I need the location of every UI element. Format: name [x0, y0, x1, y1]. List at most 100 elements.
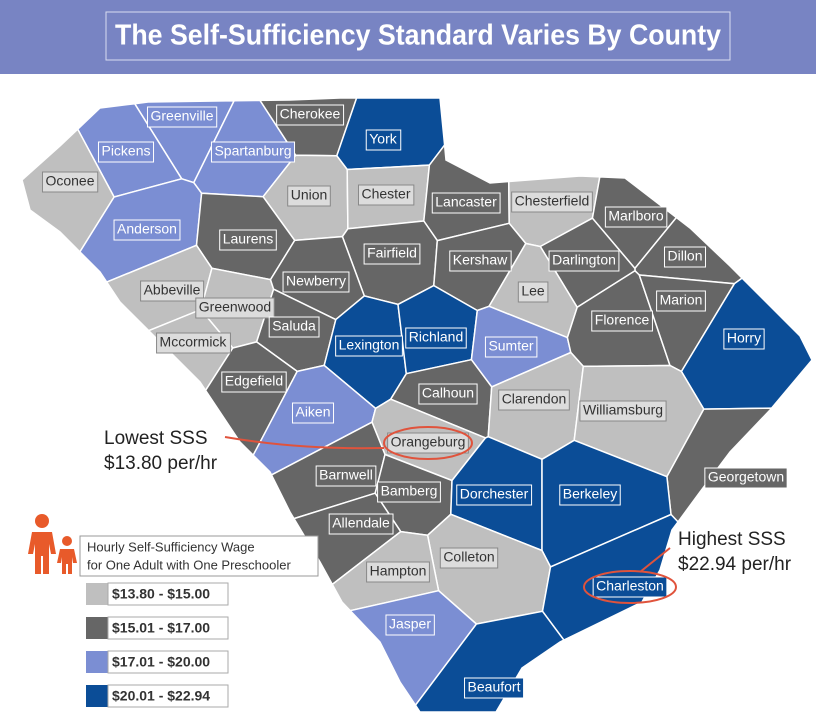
- legend-label: $13.80 - $15.00: [112, 586, 210, 602]
- county-label: Barnwell: [319, 467, 373, 483]
- county-label-box: [484, 336, 538, 358]
- county-label: Marion: [660, 292, 703, 308]
- county-label-box: [439, 547, 499, 569]
- county-label-box: [579, 400, 667, 422]
- county-label: Darlington: [552, 252, 616, 268]
- county-label-box: [328, 513, 394, 535]
- county-label-box: [405, 327, 467, 349]
- annotation-label: Highest SSS: [678, 529, 786, 550]
- county-label: Beaufort: [468, 679, 521, 695]
- county-label: Calhoun: [422, 385, 474, 401]
- county-label: Charleston: [596, 578, 664, 594]
- legend-swatch: [86, 617, 108, 639]
- county-label-box: [97, 141, 155, 163]
- county-label: Horry: [727, 330, 761, 346]
- legend-swatch: [86, 651, 108, 673]
- county-label: Union: [291, 187, 328, 203]
- county-label: Colleton: [443, 549, 494, 565]
- legend-label: $20.01 - $22.94: [112, 688, 210, 704]
- county-label-box: [604, 206, 668, 228]
- county-label-box: [41, 171, 99, 193]
- county-label-box: [357, 184, 415, 206]
- family-icon: [28, 514, 77, 574]
- county-label-box: [291, 402, 335, 424]
- county-label: Dorchester: [460, 486, 529, 502]
- legend: Hourly Self-Sufficiency Wage for One Adu…: [28, 514, 319, 708]
- county-label-box: [591, 310, 653, 332]
- county-label: Williamsburg: [583, 402, 663, 418]
- annotation-value: $22.94 per/hr: [678, 554, 792, 575]
- highlight-ellipse: [383, 426, 473, 460]
- annotation-value: $13.80 per/hr: [104, 453, 218, 474]
- county-label: Pickens: [101, 143, 150, 159]
- title: The Self-Sufficiency Standard Varies By …: [115, 20, 721, 52]
- county-label-box: [387, 432, 469, 454]
- county-label: Dillon: [667, 248, 702, 264]
- county-label: Greenville: [150, 108, 213, 124]
- county-label: Lancaster: [435, 194, 497, 210]
- legend-swatch: [86, 583, 108, 605]
- title-frame: [105, 11, 731, 61]
- county-label-box: [663, 246, 707, 268]
- county-label: Marlboro: [608, 208, 663, 224]
- legend-title: for One Adult with One Preschooler: [87, 557, 291, 572]
- county-label: Cherokee: [280, 106, 341, 122]
- county-label: Clarendon: [502, 391, 567, 407]
- county-label-box: [113, 219, 181, 241]
- county-label-box: [418, 383, 478, 405]
- county-label: Anderson: [117, 221, 177, 237]
- county-label: Spartanburg: [214, 143, 291, 159]
- county-label: Abbeville: [144, 282, 201, 298]
- legend-label-box: [107, 684, 229, 708]
- county-label-box: [335, 335, 403, 357]
- county-label-box: [287, 185, 331, 207]
- county-label: Florence: [595, 312, 650, 328]
- county-label-box: [195, 297, 275, 319]
- county-label: Sumter: [488, 338, 533, 354]
- county-label-box: [221, 371, 287, 393]
- legend-label-box: [107, 650, 229, 674]
- county-label: Hampton: [370, 563, 427, 579]
- county-label: Aiken: [295, 404, 330, 420]
- county-label: Jasper: [389, 616, 431, 632]
- county-label: Oconee: [45, 173, 94, 189]
- county-label: Newberry: [286, 273, 346, 289]
- county-label: Chesterfield: [515, 193, 590, 209]
- county-label-box: [548, 250, 620, 272]
- county-label-box: [140, 280, 205, 302]
- county-label-box: [511, 191, 593, 213]
- county-label-box: [656, 290, 706, 312]
- county-label-box: [704, 467, 788, 489]
- county-label: Saluda: [272, 318, 316, 334]
- county-label-box: [210, 141, 296, 163]
- county-label: Orangeburg: [391, 434, 466, 450]
- county-label: Laurens: [223, 231, 274, 247]
- legend-title: Hourly Self-Sufficiency Wage: [87, 539, 255, 554]
- legend-label-box: [107, 616, 229, 640]
- annotation-line: [224, 436, 385, 450]
- county-label: Kershaw: [453, 252, 508, 268]
- legend-swatch: [86, 685, 108, 707]
- county-label: Fairfield: [367, 245, 417, 261]
- county-label: Allendale: [332, 515, 390, 531]
- county-label: Mccormick: [160, 334, 228, 350]
- county-label-box: [449, 250, 512, 272]
- county-label-box: [365, 129, 402, 151]
- legend-label: $17.01 - $20.00: [112, 654, 210, 670]
- county-label-box: [464, 677, 525, 699]
- county: [204, 341, 299, 457]
- legend-label: $15.01 - $17.00: [112, 620, 210, 636]
- county-label: Berkeley: [563, 486, 617, 502]
- county-label: Chester: [361, 186, 410, 202]
- county-label-box: [363, 243, 421, 265]
- county-label: Edgefield: [225, 373, 283, 389]
- county-label-box: [315, 465, 377, 487]
- county-label-box: [276, 104, 345, 126]
- county-label-box: [592, 576, 668, 598]
- annotation-label: Lowest SSS: [104, 428, 208, 449]
- county-label-box: [723, 328, 765, 350]
- annotations: Lowest SSS $13.80 per/hr Highest SSS $22…: [104, 426, 792, 604]
- county-label-box: [219, 229, 277, 251]
